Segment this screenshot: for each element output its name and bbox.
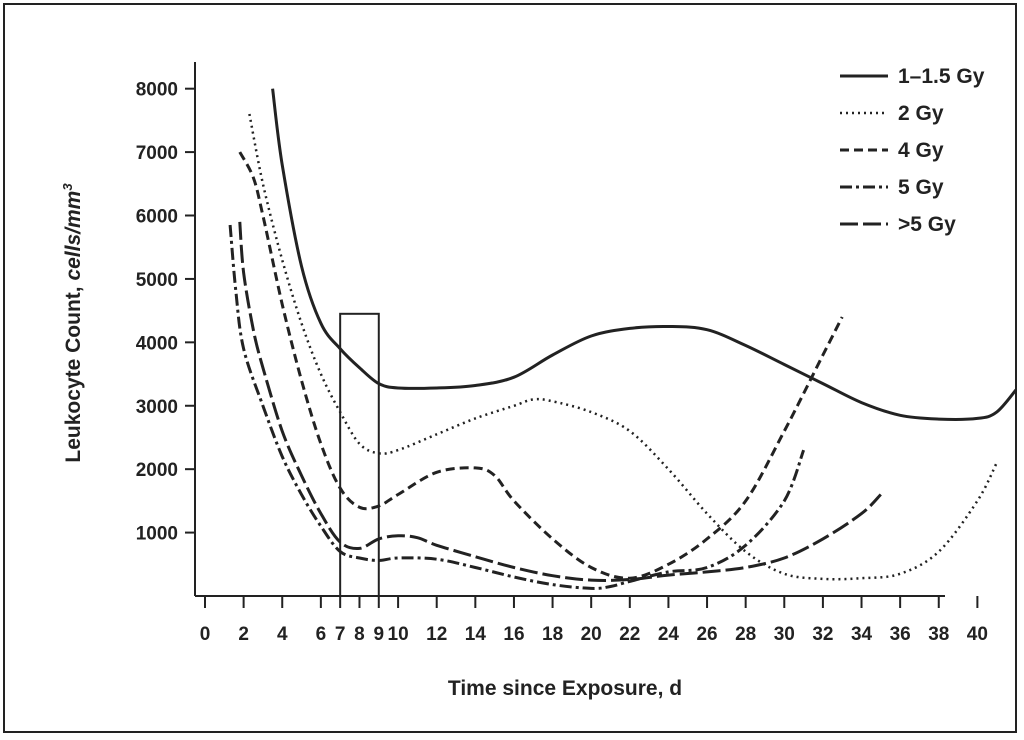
x-tick-label: 36 bbox=[890, 624, 911, 645]
series-line-1 bbox=[271, 88, 1018, 421]
x-axis-title: Time since Exposure, d bbox=[448, 677, 682, 700]
legend-label: 5 Gy bbox=[898, 176, 944, 199]
legend-label: 4 Gy bbox=[898, 139, 944, 162]
x-tick-label: 32 bbox=[812, 624, 833, 645]
x-tick-label: 6 bbox=[316, 624, 327, 645]
x-tick-label: 26 bbox=[696, 624, 717, 645]
chart-frame bbox=[3, 3, 1017, 733]
x-tick-label: 14 bbox=[465, 624, 487, 645]
x-tick-label: 40 bbox=[967, 624, 988, 645]
x-tick-label: 18 bbox=[542, 624, 563, 645]
axes bbox=[194, 62, 945, 597]
x-tick-label: 7 bbox=[335, 624, 346, 645]
x-tick-label: 12 bbox=[426, 624, 447, 645]
y-tick-label: 7000 bbox=[136, 143, 178, 164]
x-tick-label: 16 bbox=[503, 624, 524, 645]
highlight-window-box bbox=[339, 312, 380, 597]
x-tick-label: 8 bbox=[354, 624, 365, 645]
x-tick-label: 10 bbox=[388, 624, 409, 645]
legend-label: >5 Gy bbox=[898, 213, 956, 236]
x-tick-label: 0 bbox=[200, 624, 211, 645]
y-tick-label: 4000 bbox=[136, 333, 178, 354]
x-tick-label: 28 bbox=[735, 624, 756, 645]
y-tick-label: 3000 bbox=[136, 397, 178, 418]
x-tick-label: 34 bbox=[851, 624, 873, 645]
x-tick-label: 22 bbox=[619, 624, 640, 645]
y-axis-title-unit: cells/mm bbox=[62, 191, 85, 281]
x-tick-label: 4 bbox=[277, 624, 288, 645]
series-line-2 bbox=[248, 113, 998, 581]
legend: 1–1.5 Gy 2 Gy 4 Gy 5 Gy >5 Gy bbox=[840, 65, 985, 236]
x-tick-label: 2 bbox=[238, 624, 249, 645]
y-tick-label: 5000 bbox=[136, 270, 178, 291]
legend-label: 1–1.5 Gy bbox=[898, 65, 985, 88]
y-axis-title: Leukocyte Count, cells/mm3 bbox=[60, 183, 85, 463]
series-line-4 bbox=[228, 224, 806, 590]
x-tick-label: 30 bbox=[774, 624, 795, 645]
series-line-5 bbox=[238, 221, 882, 582]
y-tick-label: 8000 bbox=[136, 80, 178, 101]
legend-label: 2 Gy bbox=[898, 102, 944, 125]
y-axis-title-sup: 3 bbox=[60, 183, 75, 191]
highlight-window-group bbox=[339, 312, 380, 597]
x-tick-label: 24 bbox=[658, 624, 680, 645]
x-tick-label: 20 bbox=[581, 624, 602, 645]
series-line-3 bbox=[238, 151, 844, 580]
y-axis-title-main: Leukocyte Count, bbox=[62, 281, 85, 463]
series-group bbox=[228, 88, 1018, 590]
y-tick-label: 1000 bbox=[136, 524, 178, 545]
x-tick-label: 9 bbox=[373, 624, 384, 645]
y-tick-label: 6000 bbox=[136, 207, 178, 228]
x-tick-label: 38 bbox=[928, 624, 949, 645]
y-tick-label: 2000 bbox=[136, 460, 178, 481]
